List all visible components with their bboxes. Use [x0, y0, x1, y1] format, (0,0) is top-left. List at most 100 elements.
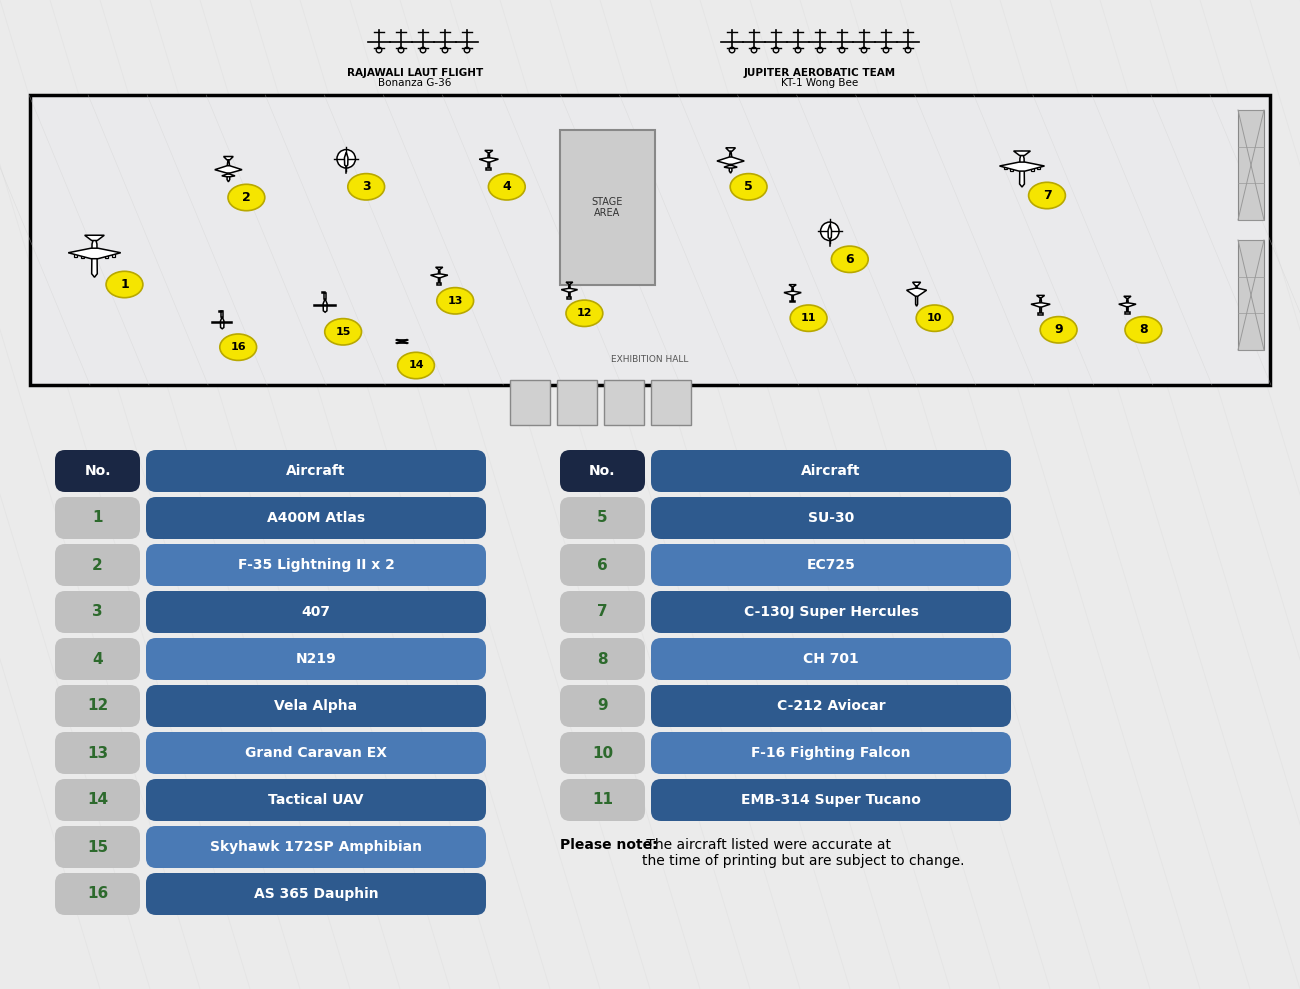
Text: 8: 8 [1139, 323, 1148, 336]
FancyBboxPatch shape [55, 450, 140, 492]
Polygon shape [74, 252, 77, 256]
Polygon shape [913, 282, 920, 286]
Polygon shape [112, 252, 116, 256]
Text: 7: 7 [597, 604, 608, 619]
Text: 14: 14 [87, 792, 108, 807]
Polygon shape [438, 267, 439, 284]
Text: 8: 8 [597, 652, 608, 667]
Polygon shape [92, 235, 98, 277]
Text: F-35 Lightning II x 2: F-35 Lightning II x 2 [238, 558, 394, 572]
Circle shape [820, 223, 838, 240]
Polygon shape [344, 152, 348, 166]
Polygon shape [1127, 297, 1128, 314]
Bar [30, 95, 1270, 385]
Text: CH 701: CH 701 [803, 652, 859, 666]
Polygon shape [784, 292, 801, 295]
Ellipse shape [489, 174, 525, 200]
Text: 2: 2 [242, 191, 251, 204]
Bar [560, 130, 655, 285]
Text: N219: N219 [295, 652, 337, 666]
FancyBboxPatch shape [651, 497, 1011, 539]
FancyBboxPatch shape [146, 873, 486, 915]
Text: 13: 13 [447, 296, 463, 306]
FancyBboxPatch shape [146, 779, 486, 821]
Text: EXHIBITION HALL: EXHIBITION HALL [611, 354, 689, 364]
Polygon shape [725, 147, 736, 151]
FancyBboxPatch shape [55, 873, 140, 915]
Polygon shape [789, 285, 796, 287]
FancyBboxPatch shape [560, 497, 645, 539]
Text: 4: 4 [502, 180, 511, 193]
Text: Aircraft: Aircraft [286, 464, 346, 478]
Polygon shape [105, 254, 108, 258]
Text: 13: 13 [87, 746, 108, 761]
FancyBboxPatch shape [651, 779, 1011, 821]
Text: Please note:: Please note: [560, 838, 658, 852]
Text: 1: 1 [92, 510, 103, 525]
Text: 12: 12 [577, 309, 592, 318]
Polygon shape [395, 341, 408, 343]
FancyBboxPatch shape [146, 638, 486, 680]
Text: Grand Caravan EX: Grand Caravan EX [244, 746, 387, 760]
Text: Skyhawk 172SP Amphibian: Skyhawk 172SP Amphibian [211, 840, 422, 854]
Polygon shape [324, 299, 328, 313]
Ellipse shape [437, 288, 473, 314]
Text: 16: 16 [87, 886, 108, 902]
Polygon shape [1123, 297, 1131, 299]
Polygon shape [724, 165, 737, 168]
Polygon shape [214, 166, 242, 173]
Ellipse shape [348, 174, 385, 200]
Text: 6: 6 [597, 558, 608, 573]
Polygon shape [212, 322, 233, 323]
Text: 3: 3 [361, 180, 370, 193]
Polygon shape [1040, 296, 1041, 315]
Polygon shape [68, 248, 121, 259]
Text: F-16 Fighting Falcon: F-16 Fighting Falcon [751, 746, 911, 760]
Ellipse shape [566, 300, 603, 326]
Polygon shape [227, 156, 230, 182]
Polygon shape [1010, 167, 1013, 170]
Bar [510, 380, 550, 425]
Ellipse shape [220, 334, 256, 360]
FancyBboxPatch shape [560, 450, 645, 492]
Polygon shape [81, 254, 83, 258]
Polygon shape [395, 340, 408, 341]
Text: 6: 6 [845, 253, 854, 266]
Text: KT-1 Wong Bee: KT-1 Wong Bee [781, 78, 858, 88]
FancyBboxPatch shape [55, 826, 140, 868]
Polygon shape [324, 293, 326, 299]
FancyBboxPatch shape [651, 544, 1011, 586]
Polygon shape [485, 150, 493, 152]
Text: Bonanza G-36: Bonanza G-36 [378, 78, 451, 88]
Polygon shape [321, 292, 325, 294]
Polygon shape [430, 274, 447, 278]
Text: RAJAWALI LAUT FLIGHT: RAJAWALI LAUT FLIGHT [347, 68, 484, 78]
Polygon shape [224, 156, 233, 160]
Polygon shape [566, 282, 573, 284]
Ellipse shape [790, 305, 827, 331]
FancyBboxPatch shape [651, 732, 1011, 774]
Text: 16: 16 [230, 342, 246, 352]
Text: 10: 10 [927, 314, 942, 323]
Ellipse shape [227, 184, 265, 211]
Polygon shape [1031, 303, 1050, 307]
FancyBboxPatch shape [55, 544, 140, 586]
Ellipse shape [1040, 316, 1076, 343]
Polygon shape [486, 168, 491, 170]
Text: 7: 7 [1043, 189, 1052, 202]
Ellipse shape [398, 352, 434, 379]
Polygon shape [84, 235, 104, 240]
Ellipse shape [832, 246, 868, 273]
Bar [556, 380, 597, 425]
FancyBboxPatch shape [146, 497, 486, 539]
Text: 4: 4 [92, 652, 103, 667]
Polygon shape [1005, 166, 1006, 169]
Text: 3: 3 [92, 604, 103, 619]
Ellipse shape [916, 305, 953, 331]
FancyBboxPatch shape [560, 638, 645, 680]
Polygon shape [1014, 151, 1031, 155]
Ellipse shape [1124, 316, 1162, 343]
FancyBboxPatch shape [55, 591, 140, 633]
FancyBboxPatch shape [560, 732, 645, 774]
Polygon shape [437, 284, 442, 285]
